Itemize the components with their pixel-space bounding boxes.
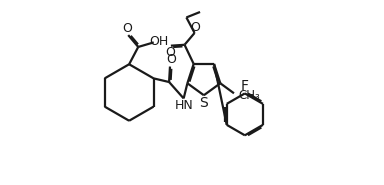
Text: OH: OH (149, 35, 169, 48)
Text: S: S (199, 96, 208, 110)
Text: HN: HN (175, 99, 194, 112)
Text: O: O (165, 46, 175, 59)
Text: F: F (241, 80, 249, 93)
Text: O: O (122, 22, 132, 35)
Text: CH₃: CH₃ (238, 89, 260, 102)
Text: O: O (190, 21, 200, 34)
Text: O: O (166, 53, 176, 66)
